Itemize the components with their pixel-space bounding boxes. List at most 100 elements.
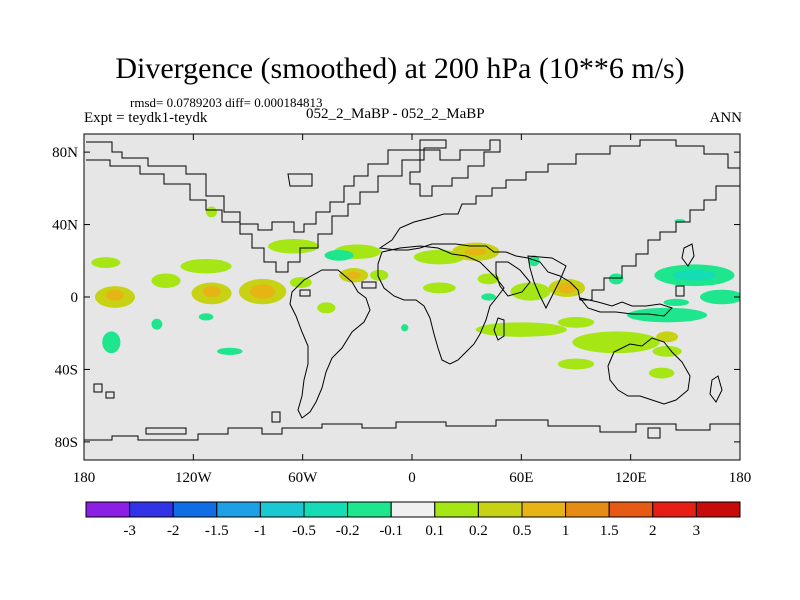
coastline-greenland: [409, 139, 501, 197]
anomaly-region: [656, 331, 679, 343]
coastline-south-america: [289, 269, 371, 419]
anomaly-region: [102, 331, 121, 354]
colorbar-box: [521, 501, 567, 518]
lon-tick-label: 0: [408, 470, 416, 486]
coastline-hudson-bay: [287, 173, 313, 187]
colorbar-label: -0.5: [292, 523, 316, 539]
colorbar-box: [565, 501, 610, 518]
coastline-indonesia: [578, 297, 673, 317]
colorbar-label: 0.2: [469, 523, 488, 539]
colorbar-label: -0.1: [379, 523, 403, 539]
colorbar-box: [347, 501, 392, 518]
lat-tick-label: 80S: [55, 435, 78, 451]
colorbar-box: [695, 501, 741, 518]
lon-tick-label: 180: [73, 470, 96, 486]
anomaly-region: [91, 257, 121, 269]
coastline-island: [361, 281, 377, 289]
colorbar-label: -3: [123, 523, 136, 539]
colorbar-box: [434, 501, 479, 518]
anomaly-layer: [91, 206, 740, 379]
anomaly-region: [151, 318, 163, 330]
coastline-north-america: [86, 139, 447, 273]
colorbar-box: [259, 501, 305, 518]
anomaly-region: [346, 271, 361, 279]
anomaly-region: [475, 322, 567, 337]
lon-tick-label: 120W: [175, 470, 213, 486]
colorbar-box: [172, 501, 218, 518]
colorbar-box: [129, 501, 174, 518]
anomaly-region: [202, 286, 221, 298]
colorbar-box: [608, 501, 654, 518]
coastline-island: [675, 285, 685, 297]
lat-tick-label: 80N: [52, 145, 78, 161]
colorbar-boxes: [85, 501, 741, 518]
coastline-island: [145, 427, 187, 435]
coastline-antarctica: [84, 419, 740, 441]
coastline-africa: [377, 245, 505, 365]
colorbar-box: [477, 501, 523, 518]
longitude-labels: 180 120W 60W 0 60E 120E 180: [73, 470, 752, 486]
anomaly-region: [249, 284, 276, 299]
latitude-labels: 80N 40N 0 40S 80S: [52, 145, 78, 451]
coastline-madagascar: [493, 317, 505, 341]
anomaly-region: [105, 289, 125, 301]
coastline-new-zealand: [709, 375, 723, 403]
colorbar-label: -0.2: [336, 523, 360, 539]
colorbar-label: 1: [562, 523, 570, 539]
anomaly-region: [557, 316, 595, 328]
anomaly-region: [481, 293, 496, 301]
coastline-island: [647, 427, 661, 439]
coastline-island: [299, 289, 311, 297]
anomaly-region: [324, 249, 354, 261]
anomaly-region: [268, 239, 320, 254]
anomaly-region: [422, 282, 456, 294]
stats-text: rmsd= 0.0789203 diff= 0.000184813: [130, 95, 323, 110]
coastline-arabia: [495, 261, 531, 297]
colorbar-label: 1.5: [600, 523, 619, 539]
anomaly-region: [672, 269, 717, 281]
colorbar-label: -1: [254, 523, 267, 539]
colorbar-label: 3: [693, 523, 701, 539]
anomaly-region: [317, 302, 336, 314]
lat-tick-label: 0: [71, 290, 79, 306]
lon-tick-label: 60W: [288, 470, 318, 486]
colorbar-box: [85, 501, 131, 518]
anomaly-region: [151, 273, 181, 288]
anomaly-region: [608, 273, 624, 285]
anomaly-region: [627, 307, 708, 323]
colorbar-labels: -3 -2 -1.5 -1 -0.5 -0.2 -0.1 0.1 0.2 0.5 1 1.5 2 3: [123, 523, 700, 539]
colorbar-label: 0.1: [425, 523, 444, 539]
colorbar-box: [390, 501, 436, 518]
coastline-island: [105, 391, 115, 399]
anomaly-region: [401, 324, 409, 332]
lon-tick-label: 60E: [509, 470, 533, 486]
colorbar-label: 0.5: [513, 523, 532, 539]
case-label: 052_2_MaBP - 052_2_MaBP: [306, 106, 485, 122]
anomaly-region: [528, 255, 540, 267]
anomaly-region: [217, 347, 243, 355]
anomaly-region: [663, 298, 689, 307]
coastline-island: [93, 383, 103, 393]
lon-tick-label: 120E: [615, 470, 647, 486]
coastline-island: [271, 411, 281, 423]
anomaly-region: [180, 258, 232, 274]
tick-layer: [83, 134, 741, 460]
anomaly-region: [370, 269, 389, 281]
anomaly-region: [206, 206, 218, 218]
colorbar-label: -1.5: [205, 523, 229, 539]
anomaly-region: [557, 358, 595, 370]
coastline-japan: [681, 243, 695, 267]
colorbar-box: [652, 501, 697, 518]
anomaly-region: [198, 313, 214, 321]
anomaly-region: [648, 367, 675, 379]
anomaly-region: [699, 289, 740, 305]
season-label: ANN: [709, 110, 743, 126]
colorbar-label: -2: [167, 523, 180, 539]
coastline-eurasia: [378, 139, 740, 301]
lon-tick-label: 180: [729, 470, 752, 486]
colorbar-label: 2: [649, 523, 657, 539]
colorbar-box: [303, 501, 349, 518]
colorbar-box: [216, 501, 261, 518]
